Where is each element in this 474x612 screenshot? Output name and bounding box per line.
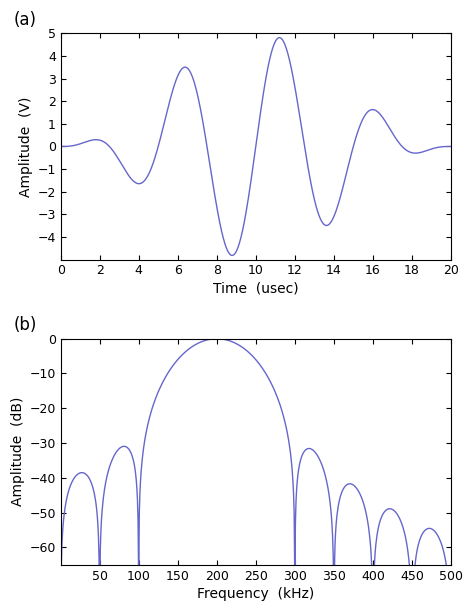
Text: (b): (b) — [14, 316, 37, 334]
Y-axis label: Amplitude  (dB): Amplitude (dB) — [11, 397, 25, 507]
Text: (a): (a) — [14, 11, 37, 29]
X-axis label: Time  (usec): Time (usec) — [213, 282, 299, 296]
X-axis label: Frequency  (kHz): Frequency (kHz) — [197, 587, 314, 601]
Y-axis label: Amplitude  (V): Amplitude (V) — [19, 96, 33, 196]
